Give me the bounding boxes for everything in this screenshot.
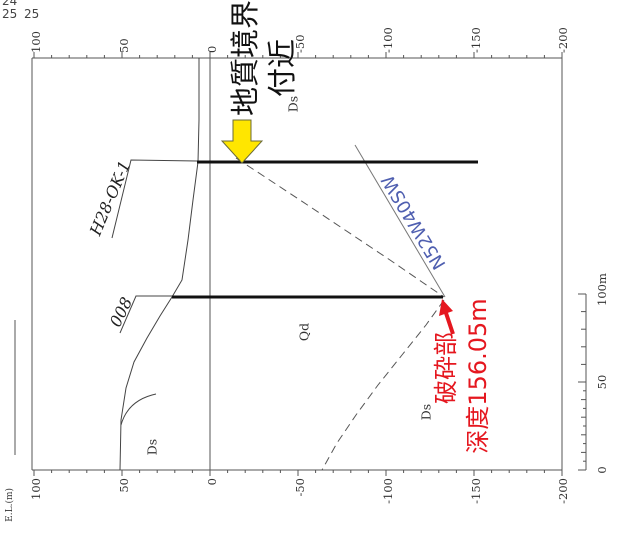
bottom-elevation-tick-label: -50	[293, 478, 307, 497]
bottom-elevation-tick-label: -200	[556, 478, 570, 504]
bottom-elevation-tick-label: 0	[205, 478, 219, 485]
elevation-axis-unit-label: E.L.(m)	[4, 488, 15, 522]
borehole-008-leader	[119, 295, 172, 334]
upper-geologic-boundary-dashed	[235, 157, 445, 298]
red-arrow-head	[439, 299, 453, 316]
scale-bar-label: 0	[595, 466, 609, 473]
corner-number: 25	[24, 7, 40, 21]
unit-label-ds-lower: Ds	[419, 404, 434, 420]
top-elevation-tick-label: 100	[29, 31, 43, 53]
top-elevation-tick-label: 50	[117, 38, 131, 53]
bottom-elevation-labels: 100 50 0 -50 -100 -150 -200 E.L.(m)	[4, 478, 570, 522]
ground-surface-line	[119, 58, 200, 471]
top-elevation-labels: 100 50 0 -50 -100 -150 -200	[29, 27, 570, 53]
scale-bar	[578, 293, 587, 471]
yellow-arrow-icon	[220, 119, 264, 164]
top-elevation-tick-label: -100	[381, 27, 395, 53]
top-elevation-tick-label: -200	[556, 27, 570, 53]
bottom-elevation-tick-label: -100	[381, 478, 395, 504]
borehole-label-h28-ok-1: H28-OK-1	[85, 158, 134, 239]
corner-number: 25	[2, 7, 18, 21]
bottom-elevation-tick-label: 100	[29, 478, 43, 500]
unit-label-ds-upper: Ds	[286, 96, 301, 112]
unit-label-qd: Qd	[297, 323, 312, 341]
unit-label-ds-left: Ds	[145, 439, 160, 455]
fault-line	[354, 144, 446, 298]
top-elevation-tick-label: -150	[469, 27, 483, 53]
top-elevation-tick-label: -50	[293, 34, 307, 53]
lower-geologic-boundary-dashed	[321, 299, 445, 471]
borehole-label-008: 008	[106, 294, 136, 330]
boundary-note-line1: 地質境界	[228, 0, 262, 116]
left-ds-boundary-line	[120, 393, 157, 426]
red-arrow-icon	[439, 299, 455, 335]
corner-number: 24	[2, 0, 18, 8]
bottom-elevation-tick-label: 50	[117, 478, 131, 493]
boundary-note-line2: 付近	[265, 39, 299, 97]
scale-bar-label: 50	[595, 375, 609, 390]
fracture-note-line2: 深度156.05m	[464, 298, 492, 453]
red-arrow-shaft	[444, 312, 455, 335]
scale-bar-label: 100m	[595, 273, 609, 306]
top-elevation-tick-label: 0	[205, 46, 219, 53]
fault-orientation-label: N52W40SW	[378, 171, 451, 273]
borehole-h28-ok-1-leader	[111, 159, 198, 239]
fracture-note-line1: 破砕部	[432, 332, 460, 404]
elevation-axis-ticks	[33, 52, 563, 476]
bottom-elevation-tick-label: -150	[469, 478, 483, 504]
corner-numbers: 24 25 25	[0, 0, 42, 22]
